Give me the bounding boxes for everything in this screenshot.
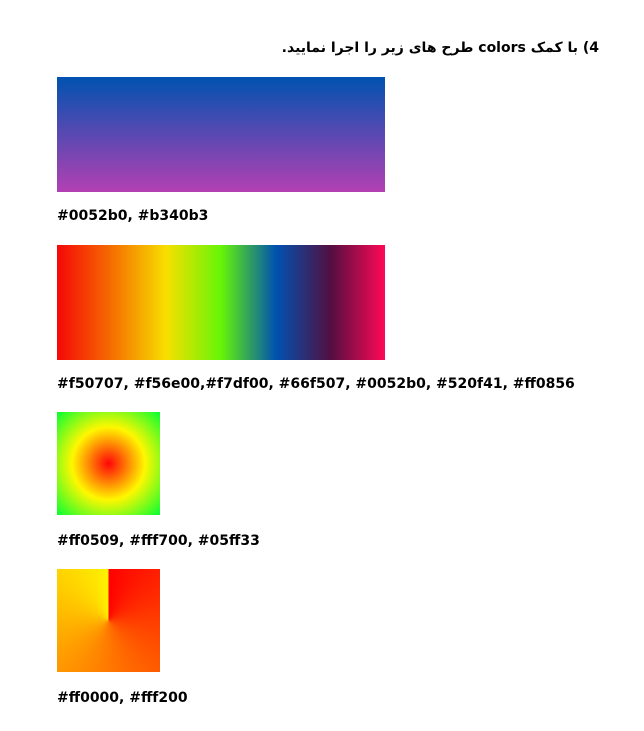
gradient-caption: #ff0000, #fff200 [57,690,188,706]
gradient-caption: #f50707, #f56e00,#f7df00, #66f507, #0052… [57,376,575,392]
gradient-caption: #ff0509, #fff700, #05ff33 [57,533,260,549]
gradient-caption: #0052b0, #b340b3 [57,208,209,224]
vertical-linear-gradient-swatch [57,77,385,192]
horizontal-rainbow-gradient-swatch [57,245,385,360]
exercise-heading: 4) با کمک colors طرح های زیر را اجرا نما… [281,40,599,56]
radial-gradient-swatch [57,412,160,515]
conic-gradient-swatch [57,569,160,672]
